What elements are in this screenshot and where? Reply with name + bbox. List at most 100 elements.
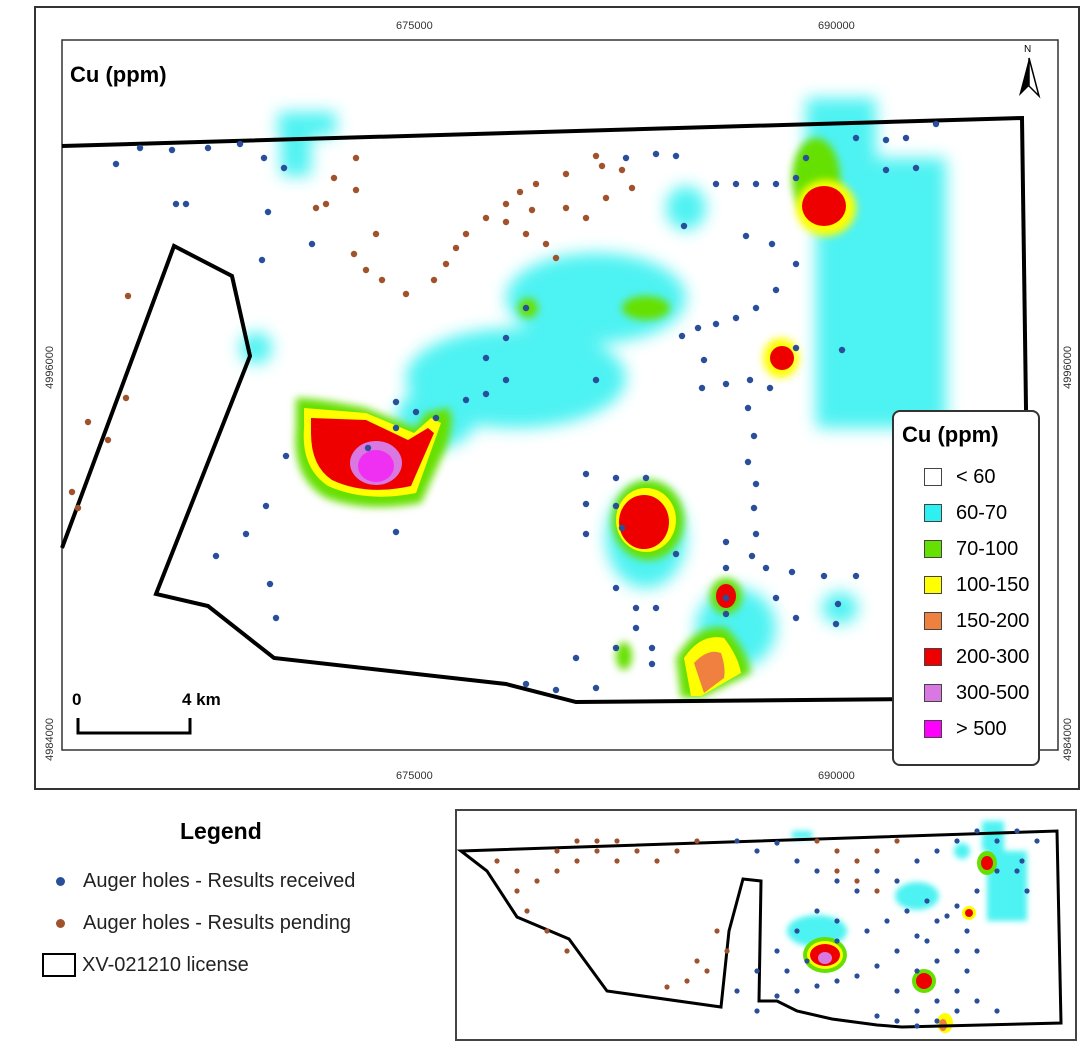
auger-hole	[652, 150, 660, 158]
auger-hole	[934, 998, 940, 1004]
auger-hole	[792, 344, 800, 352]
north-arrow-icon: N	[1014, 44, 1044, 100]
auger-hole	[964, 968, 970, 974]
auger-hole	[734, 988, 740, 994]
auger-hole	[582, 470, 590, 478]
cu-legend-row: 300-500	[924, 678, 1029, 708]
auger-hole	[350, 250, 358, 258]
auger-hole	[834, 918, 840, 924]
auger-hole	[924, 898, 930, 904]
cu-legend-label: 300-500	[956, 681, 1030, 704]
auger-hole	[442, 260, 450, 268]
auger-hole	[272, 614, 280, 622]
main-map[interactable]: Cu (ppm) 675000 690000 675000 690000 499…	[34, 6, 1080, 790]
y-tick-left-2: 4984000	[44, 718, 56, 761]
auger-hole	[794, 928, 800, 934]
auger-hole	[514, 888, 520, 894]
legend-item-received: Auger holes - Results received	[30, 866, 355, 896]
auger-hole	[502, 376, 510, 384]
auger-hole	[832, 620, 840, 628]
auger-hole	[362, 266, 370, 274]
auger-hole	[522, 304, 530, 312]
auger-hole	[402, 290, 410, 298]
auger-hole	[618, 524, 626, 532]
y-tick-right-2: 4984000	[1062, 718, 1074, 761]
auger-hole	[1034, 838, 1040, 844]
auger-hole	[84, 418, 92, 426]
auger-hole	[954, 1008, 960, 1014]
auger-hole	[744, 404, 752, 412]
auger-hole	[894, 988, 900, 994]
auger-hole	[834, 978, 840, 984]
auger-hole	[68, 488, 76, 496]
auger-hole	[572, 654, 580, 662]
auger-hole	[172, 200, 180, 208]
auger-hole	[694, 324, 702, 332]
auger-hole	[974, 998, 980, 1004]
brown-dot-icon	[56, 918, 65, 928]
auger-hole	[752, 530, 760, 538]
auger-hole	[774, 840, 780, 846]
auger-hole	[674, 848, 680, 854]
cu-legend-label: 60-70	[956, 501, 1008, 524]
cu-swatch	[924, 720, 942, 738]
auger-hole	[242, 530, 250, 538]
auger-hole	[754, 848, 760, 854]
y-tick-right-1: 4996000	[1062, 346, 1074, 389]
auger-hole	[854, 858, 860, 864]
auger-hole	[266, 580, 274, 588]
auger-hole	[432, 414, 440, 422]
auger-hole	[552, 254, 560, 262]
auger-hole	[766, 384, 774, 392]
auger-hole	[814, 908, 820, 914]
auger-hole	[574, 838, 580, 844]
auger-hole	[768, 240, 776, 248]
auger-hole	[722, 538, 730, 546]
cu-legend-label: 100-150	[956, 573, 1030, 596]
auger-hole	[528, 206, 536, 214]
auger-hole	[678, 332, 686, 340]
auger-hole	[894, 1018, 900, 1024]
auger-hole	[792, 614, 800, 622]
auger-hole	[352, 186, 360, 194]
auger-hole	[534, 878, 540, 884]
overview-canvas	[457, 821, 1063, 1033]
auger-hole	[750, 432, 758, 440]
auger-hole	[834, 868, 840, 874]
auger-hole	[602, 194, 610, 202]
auger-hole	[700, 356, 708, 364]
scale-end-label: 4 km	[182, 690, 221, 709]
auger-hole	[902, 134, 910, 142]
auger-hole	[522, 230, 530, 238]
overview-map[interactable]	[455, 809, 1077, 1041]
auger-hole	[750, 504, 758, 512]
cu-legend-row: 60-70	[924, 498, 1007, 528]
auger-hole	[352, 154, 360, 162]
auger-hole	[612, 644, 620, 652]
auger-hole	[714, 928, 720, 934]
auger-hole	[852, 134, 860, 142]
auger-hole	[562, 204, 570, 212]
auger-hole	[934, 848, 940, 854]
auger-hole	[592, 376, 600, 384]
legend-item-pending: Auger holes - Results pending	[30, 908, 351, 938]
auger-hole	[694, 838, 700, 844]
auger-hole	[552, 686, 560, 694]
auger-hole	[712, 180, 720, 188]
auger-hole	[542, 240, 550, 248]
auger-hole	[648, 644, 656, 652]
auger-hole	[282, 452, 290, 460]
auger-hole	[648, 660, 656, 668]
auger-hole	[774, 948, 780, 954]
cu-legend-row: 200-300	[924, 642, 1029, 672]
x-tick-top-2: 690000	[818, 20, 855, 32]
cu-legend-row: 70-100	[924, 534, 1018, 564]
auger-hole	[544, 928, 550, 934]
cu-legend-row: > 500	[924, 714, 1007, 744]
auger-hole	[462, 230, 470, 238]
auger-hole	[722, 610, 730, 618]
map-canvas	[60, 39, 1059, 751]
auger-hole	[412, 408, 420, 416]
auger-hole	[564, 948, 570, 954]
auger-hole	[494, 858, 500, 864]
